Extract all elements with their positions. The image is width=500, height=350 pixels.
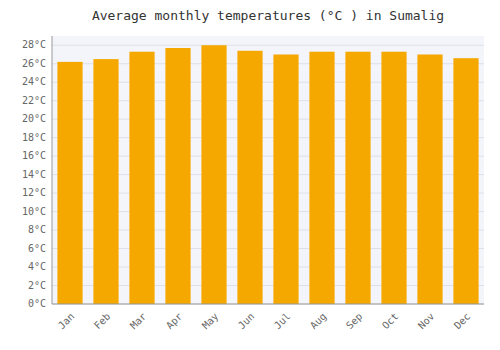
bar: [165, 48, 190, 304]
x-tick-label: Mar: [128, 311, 149, 332]
plot-background: [52, 36, 484, 304]
y-tick-label: 24°C: [22, 76, 46, 87]
x-tick-label: Aug: [308, 311, 329, 332]
bar: [381, 52, 406, 304]
y-tick-label: 10°C: [22, 206, 46, 217]
x-tick-label: Jul: [272, 311, 293, 332]
x-tick-label: Feb: [92, 311, 113, 332]
y-tick-label: 0°C: [28, 298, 46, 309]
x-tick-label: May: [200, 311, 221, 332]
y-tick-label: 14°C: [22, 169, 46, 180]
y-tick-label: 12°C: [22, 187, 46, 198]
bar: [93, 59, 118, 304]
x-tick-label: Jan: [56, 311, 77, 332]
x-axis-line: [52, 304, 484, 305]
y-tick-label: 18°C: [22, 132, 46, 143]
bar: [417, 54, 442, 304]
x-tick-label: Oct: [380, 311, 401, 332]
bar: [453, 58, 478, 304]
x-tick-label: Nov: [416, 311, 437, 332]
y-ticks: 0°C 2°C 4°C 6°C 8°C 10°C 12°C 14°C 16°C 18°C 20°C 2…: [22, 39, 46, 309]
title: Average monthly temperatures (°C ) in Su…: [92, 8, 444, 23]
y-tick-label: 8°C: [28, 224, 46, 235]
bar: [309, 52, 334, 304]
grid-line: [52, 304, 484, 305]
x-tick-label: Jun: [236, 311, 257, 332]
y-tick-label: 20°C: [22, 113, 46, 124]
y-tick-label: 4°C: [28, 261, 46, 272]
y-tick-label: 28°C: [22, 39, 46, 50]
bar: [201, 45, 226, 304]
bar: [273, 54, 298, 304]
x-ticks: Jan Feb Mar Apr May Jun Jul Aug Sep Oct Nov Dec: [56, 311, 473, 332]
x-tick-label: Apr: [164, 311, 185, 332]
y-axis-line: [52, 36, 53, 304]
bar: [57, 62, 82, 304]
bar: [129, 52, 154, 304]
x-tick-label: Dec: [452, 311, 473, 332]
bars: [57, 45, 478, 304]
chart-container: 0°C 2°C 4°C 6°C 8°C 10°C 12°C 14°C 16°C 18°C 20°C 2…: [0, 0, 500, 350]
x-tick-label: Sep: [344, 311, 365, 332]
y-tick-label: 22°C: [22, 95, 46, 106]
bar: [345, 52, 370, 304]
bar: [237, 51, 262, 304]
y-tick-label: 26°C: [22, 58, 46, 69]
y-tick-label: 6°C: [28, 243, 46, 254]
chart-svg: 0°C 2°C 4°C 6°C 8°C 10°C 12°C 14°C 16°C 18°C 20°C 2…: [0, 0, 500, 350]
y-tick-label: 2°C: [28, 280, 46, 291]
y-tick-label: 16°C: [22, 150, 46, 161]
grid-line: [52, 45, 484, 46]
grid: [52, 45, 484, 304]
